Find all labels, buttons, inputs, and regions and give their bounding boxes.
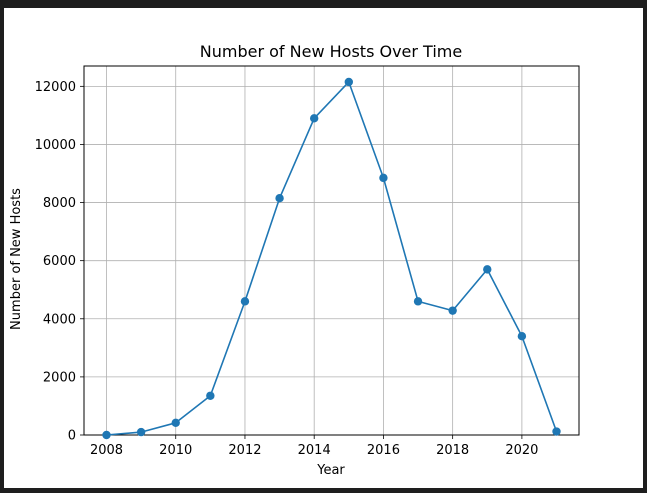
series-line: [106, 81, 558, 436]
x-tick-label: 2010: [159, 443, 192, 458]
data-point-2013: [275, 194, 284, 203]
data-point-2021: [552, 427, 561, 436]
series-layer: [102, 77, 561, 440]
y-tick-label: 6000: [43, 254, 76, 269]
y-tick-label: 8000: [43, 196, 76, 211]
y-tick-label: 2000: [43, 370, 76, 385]
x-tick-label: 2018: [436, 443, 469, 458]
y-tick-label: 4000: [43, 312, 76, 327]
line-chart: Number of New Hosts Over Time Year Numbe…: [9, 42, 580, 478]
y-tick-label: 10000: [35, 138, 76, 153]
x-tick-label: 2016: [367, 443, 400, 458]
plot-area-frame: [83, 65, 580, 436]
x-tick-label: 2014: [298, 443, 331, 458]
y-axis-label: Number of New Hosts: [9, 188, 24, 330]
data-point-2008: [102, 430, 111, 440]
data-point-2015: [344, 77, 354, 87]
x-tick-label: 2012: [228, 443, 261, 458]
data-point-2012: [240, 297, 250, 306]
x-tick-label: 2020: [505, 443, 538, 458]
data-point-2018: [448, 306, 457, 315]
y-tick-label: 0: [68, 429, 76, 444]
data-point-2017: [413, 297, 423, 306]
x-tick-label: 2008: [90, 443, 123, 458]
data-point-2016: [379, 173, 388, 183]
chart-title: Number of New Hosts Over Time: [200, 42, 462, 61]
data-point-2009: [136, 427, 146, 437]
y-tick-label: 12000: [35, 80, 76, 95]
data-point-2019: [483, 265, 492, 274]
data-point-2020: [517, 332, 527, 341]
data-point-2014: [309, 114, 319, 123]
data-point-2011: [206, 391, 215, 400]
grid-lines: [84, 66, 579, 436]
figure-canvas: Number of New Hosts Over Time Year Numbe…: [4, 8, 643, 488]
axis-ticks: 2008 2010 2012 2014 2016 2018 2020 0 2000 4000 600…: [35, 80, 539, 458]
x-axis-label: Year: [316, 463, 345, 478]
data-point-2010: [171, 418, 180, 427]
